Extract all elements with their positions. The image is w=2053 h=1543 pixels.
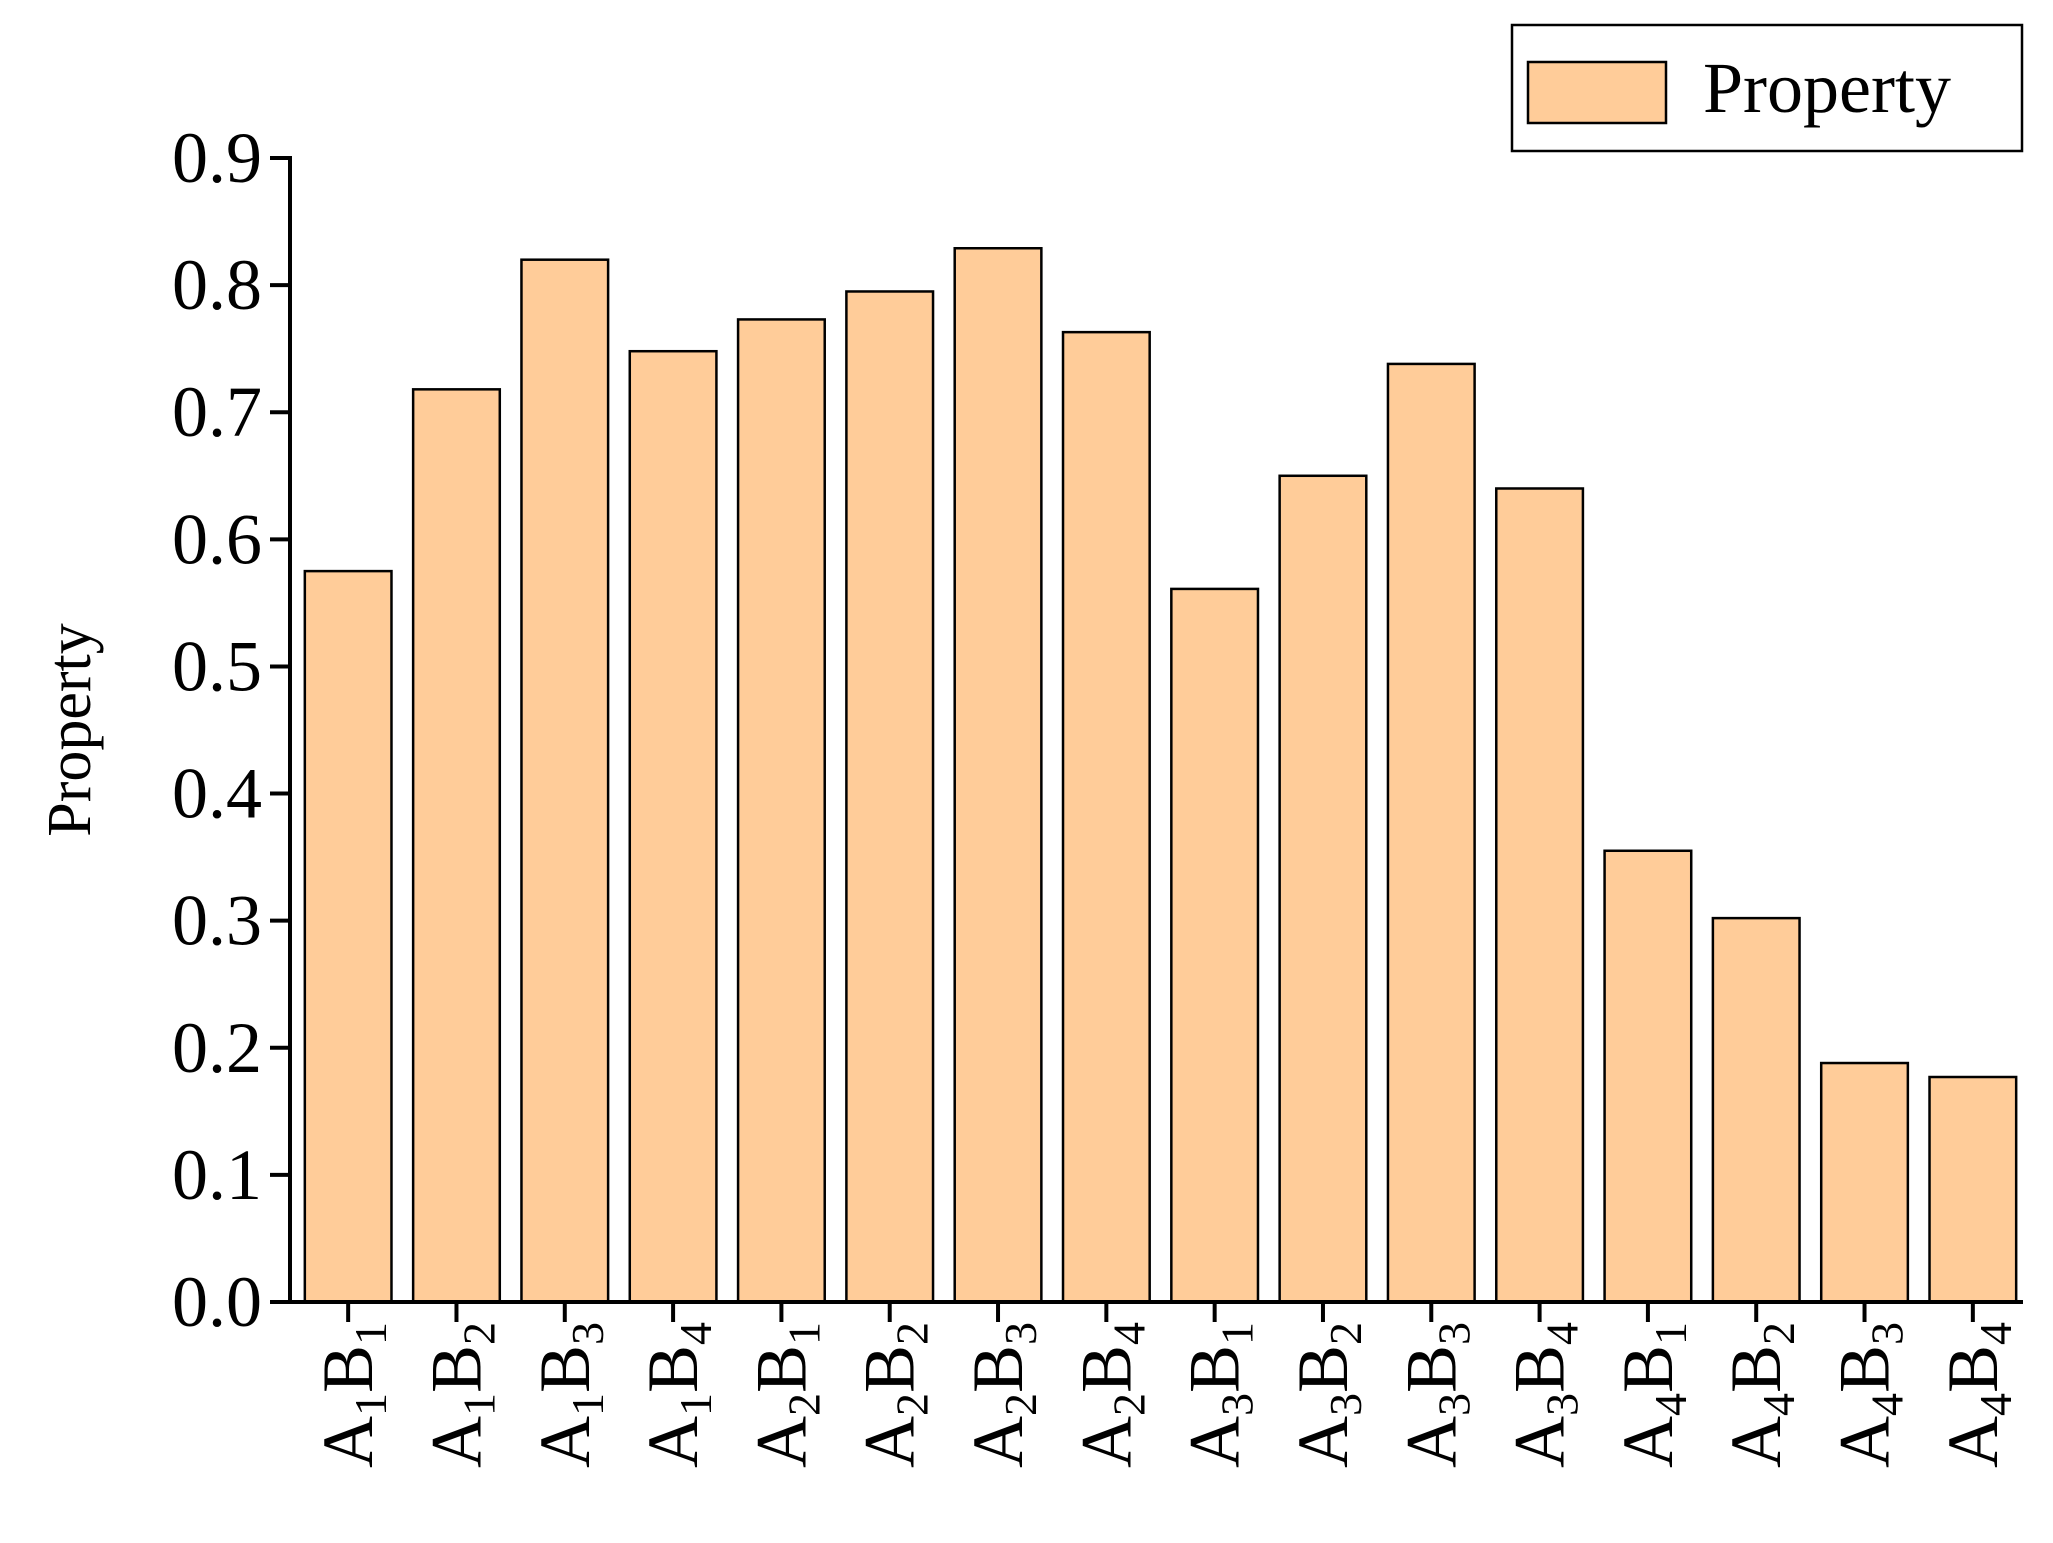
bar (1278, 474, 1368, 1304)
bar (1603, 849, 1693, 1304)
x-tick-label: A3B4 (1500, 1322, 1588, 1468)
x-tick-label: A1B1 (308, 1322, 396, 1468)
x-tick-label: A3B1 (1175, 1322, 1263, 1468)
bar (628, 349, 718, 1304)
x-tick-label: A4B3 (1825, 1322, 1913, 1468)
x-tick-label: A2B2 (850, 1322, 938, 1468)
x-tick-label: A2B3 (958, 1322, 1046, 1468)
bar (520, 258, 610, 1304)
x-tick-label: A1B4 (633, 1322, 721, 1468)
x-tick-label: A4B1 (1608, 1322, 1696, 1468)
x-tick-label: A4B4 (1933, 1322, 2021, 1468)
legend-swatch (1526, 60, 1668, 125)
bar (1386, 362, 1476, 1304)
x-tick-label: A2B1 (741, 1322, 829, 1468)
y-tick-label: 0.5 (172, 626, 262, 706)
y-tick-label: 0.8 (172, 245, 262, 325)
bar (1711, 916, 1801, 1304)
y-tick-label: 0.2 (172, 1008, 262, 1088)
x-tick-label: A1B3 (525, 1322, 613, 1468)
bar (1061, 330, 1151, 1304)
bar (736, 318, 826, 1304)
bar (1170, 587, 1260, 1304)
y-tick-label: 0.9 (172, 118, 262, 198)
x-tick-label: A3B2 (1283, 1322, 1371, 1468)
x-ticks: A1B1A1B2A1B3A1B4A2B1A2B2A2B3A2B4A3B1A3B2… (308, 1302, 2021, 1468)
bar (1928, 1075, 2018, 1304)
y-tick-label: 0.1 (172, 1135, 262, 1215)
y-tick-label: 0.0 (172, 1262, 262, 1342)
bar (303, 569, 393, 1304)
bar (845, 290, 935, 1304)
bar (953, 247, 1043, 1304)
y-ticks: 0.0 0.1 0.2 0.3 0.4 0.5 0.6 0.7 0.8 0.9 (172, 118, 290, 1342)
bar (411, 388, 502, 1304)
y-tick-label: 0.4 (172, 754, 262, 834)
x-tick-label: A4B2 (1716, 1322, 1804, 1468)
bar (1819, 1061, 1910, 1304)
axes-layer (288, 156, 2023, 1304)
y-tick-label: 0.7 (172, 372, 262, 452)
legend-label: Property (1703, 48, 1951, 128)
x-tick-label: A2B4 (1066, 1322, 1154, 1468)
y-axis-label: Property (36, 623, 104, 837)
x-tick-label: A1B2 (416, 1322, 504, 1468)
bars-layer (303, 247, 2018, 1304)
x-tick-label: A3B3 (1391, 1322, 1479, 1468)
y-tick-label: 0.6 (172, 499, 262, 579)
legend: Property (1510, 23, 2024, 153)
y-tick-label: 0.3 (172, 881, 262, 961)
bar (1495, 487, 1585, 1304)
